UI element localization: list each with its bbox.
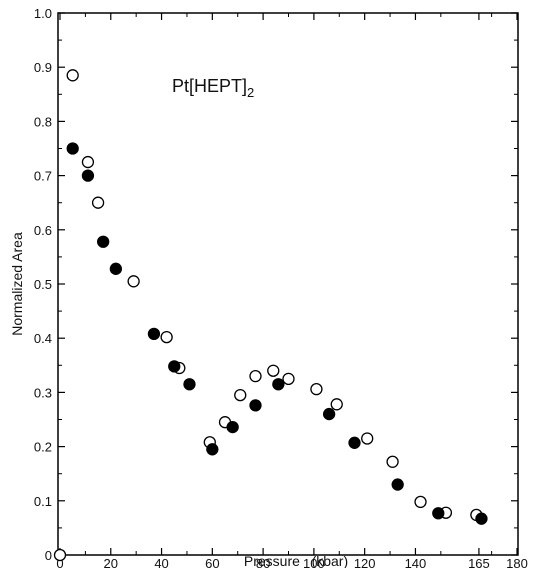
y-tick-label: 0.2	[34, 440, 52, 455]
open-data-point	[361, 432, 374, 445]
filled-data-point	[475, 512, 488, 525]
x-tick-label: 140	[405, 556, 427, 568]
open-data-point	[330, 398, 343, 411]
y-tick-label: 0.3	[34, 385, 52, 400]
filled-data-point	[183, 378, 196, 391]
filled-data-point	[168, 360, 181, 373]
y-tick-label: 0.8	[34, 114, 52, 129]
y-tick-label: 0.6	[34, 223, 52, 238]
x-tick-label: 60	[205, 556, 219, 568]
filled-data-point	[249, 399, 262, 412]
y-tick-label: 0.5	[34, 277, 52, 292]
data-points	[53, 69, 488, 562]
chart-title: Pt[HEPT]2	[172, 76, 254, 100]
filled-data-point	[391, 478, 404, 491]
open-data-point	[414, 495, 427, 509]
y-tick-label: 0	[45, 548, 52, 563]
filled-data-point	[272, 378, 285, 391]
filled-data-point	[432, 507, 445, 520]
x-tick-label: 180	[506, 556, 528, 568]
axis-tick-labels: 0 0.1 0.2 0.3 0.4 0.5 0.6 0.7 0.8 0.9 1.0 0 20 40 60 80…	[34, 6, 528, 568]
x-tick-label: 100	[303, 556, 325, 568]
y-tick-label: 0.9	[34, 60, 52, 75]
filled-data-point	[81, 169, 95, 182]
x-tick-label: 0	[56, 556, 63, 568]
x-tick-label: 40	[154, 556, 168, 568]
y-tick-label: 0.4	[34, 331, 52, 346]
filled-data-point	[206, 443, 219, 456]
filled-data-point	[109, 262, 123, 275]
open-data-point	[53, 548, 67, 562]
x-tick-label: 120	[354, 556, 376, 568]
chart-title-main: Pt[HEPT]	[172, 76, 247, 96]
x-axis-label: Pressure (kbar)	[244, 553, 348, 568]
axis-ticks	[58, 12, 518, 556]
x-tick-label: 20	[104, 556, 118, 568]
y-tick-label: 0.1	[34, 494, 52, 509]
open-data-point	[127, 275, 140, 288]
open-data-point	[160, 330, 173, 344]
filled-data-point	[348, 436, 361, 449]
open-data-point	[282, 372, 295, 386]
filled-data-point	[97, 235, 110, 248]
x-tick-label: 165	[468, 556, 490, 568]
open-data-point	[310, 382, 323, 396]
y-tick-label: 0.7	[34, 169, 52, 184]
open-data-point	[91, 196, 105, 209]
open-data-point	[267, 364, 280, 377]
filled-data-point	[66, 142, 79, 155]
open-data-point	[386, 455, 399, 468]
open-data-point	[66, 69, 79, 82]
open-data-point	[249, 369, 262, 383]
open-data-point	[81, 155, 95, 169]
filled-data-point	[147, 327, 161, 341]
chart-title-subscript: 2	[247, 85, 254, 100]
y-tick-label: 1.0	[34, 6, 52, 21]
filled-data-point	[226, 420, 239, 434]
y-axis-label: Normalized Area	[9, 232, 25, 336]
plot-frame	[57, 12, 519, 556]
x-tick-label: 80	[256, 556, 270, 568]
filled-data-point	[322, 407, 336, 421]
open-data-point	[234, 388, 247, 402]
